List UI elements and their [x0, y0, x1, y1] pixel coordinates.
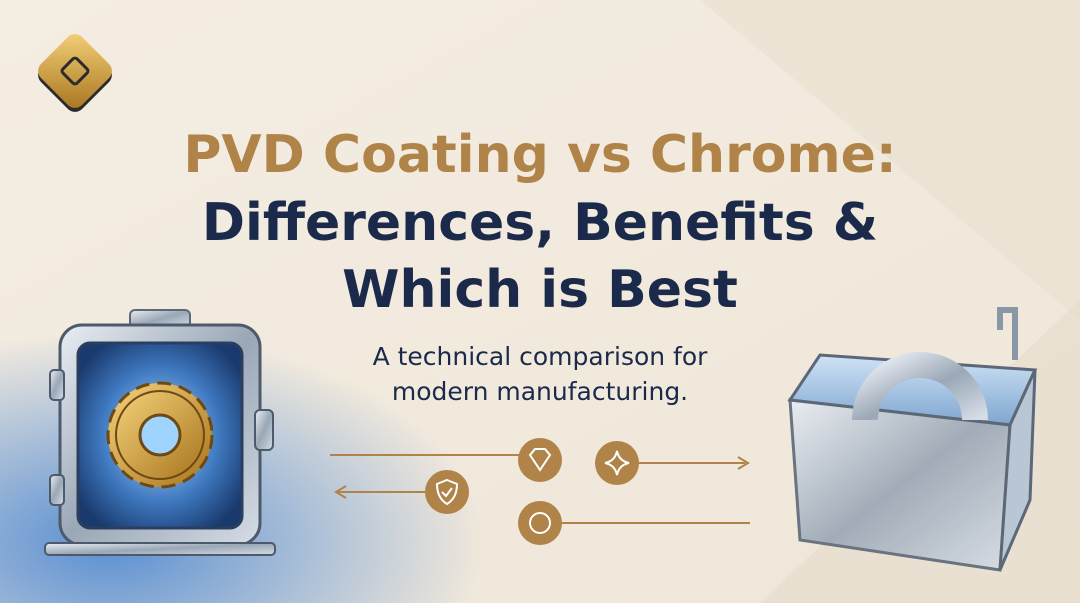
title-line: PVD Coating vs Chrome: [183, 125, 896, 185]
feature-icons [425, 438, 639, 545]
title-line: Which is Best [342, 260, 738, 320]
title-line: Differences, Benefits & [202, 193, 878, 253]
logo [38, 34, 112, 112]
vacuum-chamber [44, 309, 276, 556]
subtitle-line: A technical comparison for [373, 342, 709, 371]
subtitle-line: modern manufacturing. [392, 377, 688, 406]
plating-tank [787, 307, 1038, 572]
flow-arrows [330, 454, 750, 524]
